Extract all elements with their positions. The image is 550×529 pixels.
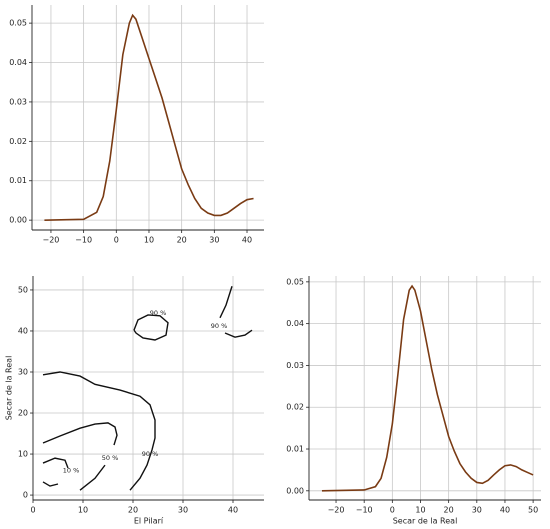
y-tick-label: 0.04 bbox=[286, 319, 304, 328]
x-tick-label: 0 bbox=[390, 506, 395, 515]
contour-label: 50 % bbox=[102, 454, 119, 462]
y-tick-label: 0.00 bbox=[9, 216, 27, 225]
x-axis-label: Secar de la Real bbox=[393, 517, 458, 526]
y-tick-label: 40 bbox=[18, 326, 28, 335]
y-tick-label: 0.00 bbox=[286, 486, 304, 495]
x-tick-label: 20 bbox=[177, 236, 187, 245]
x-tick-label: 30 bbox=[209, 236, 219, 245]
contour-label: 90 % bbox=[142, 450, 159, 458]
x-tick-label: −10 bbox=[75, 236, 92, 245]
x-tick-label: −10 bbox=[356, 506, 373, 515]
contour-line bbox=[42, 422, 118, 446]
x-tick-label: 50 bbox=[528, 506, 538, 515]
y-axis-label: Secar de la Real bbox=[5, 356, 14, 421]
y-tick-label: 10 bbox=[18, 450, 28, 459]
contour-label: 10 % bbox=[63, 466, 80, 474]
y-tick-label: 0.01 bbox=[9, 176, 27, 185]
x-tick-label: −20 bbox=[328, 506, 345, 515]
y-tick-label: 20 bbox=[18, 409, 28, 418]
contour-line bbox=[42, 481, 59, 487]
contour-line bbox=[133, 314, 169, 341]
x-tick-label: 20 bbox=[444, 506, 454, 515]
contour-line bbox=[224, 329, 253, 338]
x-tick-label: 40 bbox=[242, 236, 252, 245]
x-tick-label: 10 bbox=[144, 236, 154, 245]
x-tick-label: 0 bbox=[114, 236, 119, 245]
y-tick-label: 0.04 bbox=[9, 58, 27, 67]
kde-line bbox=[321, 284, 534, 492]
contour-line bbox=[42, 457, 69, 469]
y-tick-label: 0.01 bbox=[286, 445, 304, 454]
x-tick-label: 0 bbox=[30, 506, 35, 515]
y-tick-label: 0 bbox=[23, 491, 28, 500]
y-tick-label: 0.03 bbox=[9, 97, 27, 106]
y-tick-label: 0.03 bbox=[286, 361, 304, 370]
contour-label: 90 % bbox=[150, 309, 167, 317]
x-tick-label: 30 bbox=[472, 506, 482, 515]
x-tick-label: 40 bbox=[228, 506, 238, 515]
y-tick-label: 0.02 bbox=[9, 137, 27, 146]
y-tick-label: 0.05 bbox=[9, 19, 27, 28]
y-tick-label: 0.02 bbox=[286, 403, 304, 412]
kde-line bbox=[44, 13, 254, 221]
x-tick-label: 10 bbox=[415, 506, 425, 515]
x-tick-label: −20 bbox=[43, 236, 60, 245]
x-tick-label: 40 bbox=[500, 506, 510, 515]
y-tick-label: 50 bbox=[18, 285, 28, 294]
contour-label: 90 % bbox=[211, 322, 228, 330]
x-axis-label: El Pilarí bbox=[134, 517, 164, 526]
contour-line bbox=[79, 464, 106, 491]
contour-line bbox=[219, 286, 233, 319]
x-tick-label: 20 bbox=[128, 506, 138, 515]
y-tick-label: 0.05 bbox=[286, 277, 304, 286]
y-tick-label: 30 bbox=[18, 368, 28, 377]
x-tick-label: 10 bbox=[78, 506, 88, 515]
contour-line bbox=[42, 371, 156, 491]
x-tick-label: 30 bbox=[178, 506, 188, 515]
